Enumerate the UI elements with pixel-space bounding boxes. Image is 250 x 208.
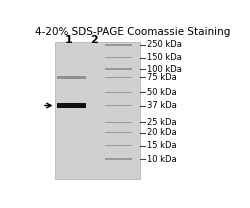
- Bar: [105, 122, 132, 123]
- Bar: [54, 42, 140, 179]
- Bar: [58, 76, 86, 79]
- Text: 15 kDa: 15 kDa: [146, 141, 176, 150]
- Text: 10 kDa: 10 kDa: [146, 155, 176, 163]
- Bar: [58, 103, 86, 108]
- Text: 2: 2: [90, 35, 98, 45]
- Bar: [105, 158, 132, 160]
- Text: 20 kDa: 20 kDa: [146, 128, 176, 137]
- Text: 250 kDa: 250 kDa: [146, 41, 182, 50]
- Text: 100 kDa: 100 kDa: [146, 64, 182, 73]
- Text: 150 kDa: 150 kDa: [146, 53, 182, 62]
- Bar: [105, 145, 132, 146]
- Text: 1: 1: [65, 35, 73, 45]
- Bar: [105, 105, 132, 106]
- Text: 50 kDa: 50 kDa: [146, 88, 176, 97]
- Bar: [105, 92, 132, 93]
- Bar: [105, 132, 132, 133]
- Bar: [105, 45, 132, 46]
- Bar: [105, 68, 132, 69]
- Bar: [105, 57, 132, 58]
- Text: 25 kDa: 25 kDa: [146, 118, 176, 127]
- Bar: [105, 77, 132, 78]
- Text: 75 kDa: 75 kDa: [146, 73, 176, 82]
- Text: 4-20% SDS-PAGE Coomassie Staining: 4-20% SDS-PAGE Coomassie Staining: [35, 27, 230, 37]
- Text: 37 kDa: 37 kDa: [146, 101, 176, 110]
